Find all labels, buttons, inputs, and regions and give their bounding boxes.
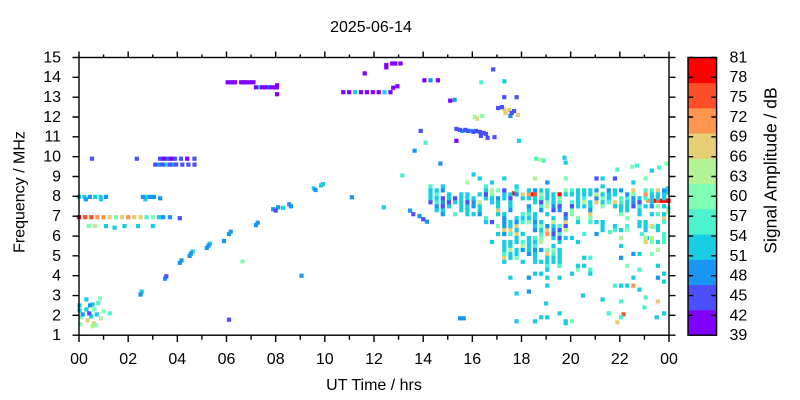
svg-text:3: 3 xyxy=(52,287,61,304)
svg-text:6: 6 xyxy=(52,228,61,245)
svg-text:51: 51 xyxy=(730,248,748,265)
svg-text:12: 12 xyxy=(43,109,61,126)
svg-text:2025-06-14: 2025-06-14 xyxy=(330,19,412,36)
svg-text:45: 45 xyxy=(730,287,748,304)
svg-text:12: 12 xyxy=(365,351,383,368)
svg-text:00: 00 xyxy=(660,351,678,368)
svg-text:4: 4 xyxy=(52,268,61,285)
svg-text:1: 1 xyxy=(52,327,61,344)
svg-text:69: 69 xyxy=(730,129,748,146)
svg-text:15: 15 xyxy=(43,49,61,66)
svg-text:63: 63 xyxy=(730,168,748,185)
svg-text:2: 2 xyxy=(52,307,61,324)
svg-text:8: 8 xyxy=(52,188,61,205)
svg-text:54: 54 xyxy=(730,228,748,245)
svg-text:Frequency / MHz: Frequency / MHz xyxy=(12,131,29,253)
svg-text:7: 7 xyxy=(52,208,61,225)
svg-text:16: 16 xyxy=(463,351,481,368)
svg-text:08: 08 xyxy=(267,351,285,368)
svg-text:60: 60 xyxy=(730,188,748,205)
svg-text:81: 81 xyxy=(730,49,748,66)
svg-text:04: 04 xyxy=(168,351,186,368)
svg-text:66: 66 xyxy=(730,149,748,166)
svg-text:57: 57 xyxy=(730,208,748,225)
svg-text:42: 42 xyxy=(730,307,748,324)
svg-text:06: 06 xyxy=(218,351,236,368)
svg-text:Signal Amplitude / dB: Signal Amplitude / dB xyxy=(761,87,781,253)
svg-text:14: 14 xyxy=(414,351,432,368)
svg-text:10: 10 xyxy=(316,351,334,368)
svg-text:22: 22 xyxy=(611,351,629,368)
svg-text:UT Time / hrs: UT Time / hrs xyxy=(326,377,422,394)
svg-text:20: 20 xyxy=(562,351,580,368)
svg-text:14: 14 xyxy=(43,69,61,86)
svg-text:9: 9 xyxy=(52,168,61,185)
svg-text:10: 10 xyxy=(43,149,61,166)
svg-text:78: 78 xyxy=(730,69,748,86)
svg-text:5: 5 xyxy=(52,248,61,265)
svg-text:72: 72 xyxy=(730,109,748,126)
svg-text:75: 75 xyxy=(730,89,748,106)
svg-text:02: 02 xyxy=(119,351,137,368)
svg-text:18: 18 xyxy=(513,351,531,368)
svg-text:13: 13 xyxy=(43,89,61,106)
svg-text:48: 48 xyxy=(730,268,748,285)
svg-text:39: 39 xyxy=(730,327,748,344)
svg-text:11: 11 xyxy=(44,129,61,146)
svg-text:00: 00 xyxy=(70,351,88,368)
